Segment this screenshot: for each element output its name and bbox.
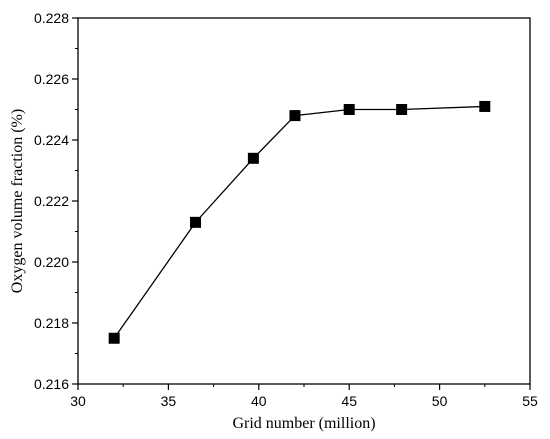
data-point-marker <box>247 152 259 164</box>
x-axis-title: Grid number (million) <box>232 415 375 432</box>
data-point-marker <box>190 216 202 228</box>
y-tick-label: 0.216 <box>34 376 69 392</box>
data-point-marker <box>343 104 355 115</box>
series-layer <box>108 100 491 344</box>
y-tick-label: 0.228 <box>34 10 69 26</box>
y-tick-label: 0.220 <box>34 254 69 270</box>
x-tick-label: 35 <box>161 393 177 409</box>
y-axis-ticks: 0.216 0.218 0.220 0.222 0.224 0.226 0.228 <box>34 10 78 392</box>
x-tick-label: 45 <box>341 393 357 409</box>
plot-frame <box>77 17 531 385</box>
series-line <box>113 105 485 339</box>
y-tick-label: 0.222 <box>34 193 69 209</box>
x-tick-label: 50 <box>432 393 448 409</box>
y-tick-label: 0.218 <box>34 315 69 331</box>
y-tick-label: 0.226 <box>34 71 69 87</box>
x-axis-ticks: 30 35 40 45 50 55 <box>70 384 538 409</box>
x-tick-label: 30 <box>70 393 86 409</box>
data-point-marker <box>479 100 491 112</box>
x-tick-label: 55 <box>522 393 538 409</box>
data-point-marker <box>396 104 408 115</box>
y-tick-label: 0.224 <box>34 132 69 148</box>
data-point-marker <box>289 110 301 122</box>
data-point-marker <box>108 332 120 344</box>
y-axis-title: Oxygen volume fraction (%) <box>9 109 26 293</box>
x-tick-label: 40 <box>251 393 267 409</box>
